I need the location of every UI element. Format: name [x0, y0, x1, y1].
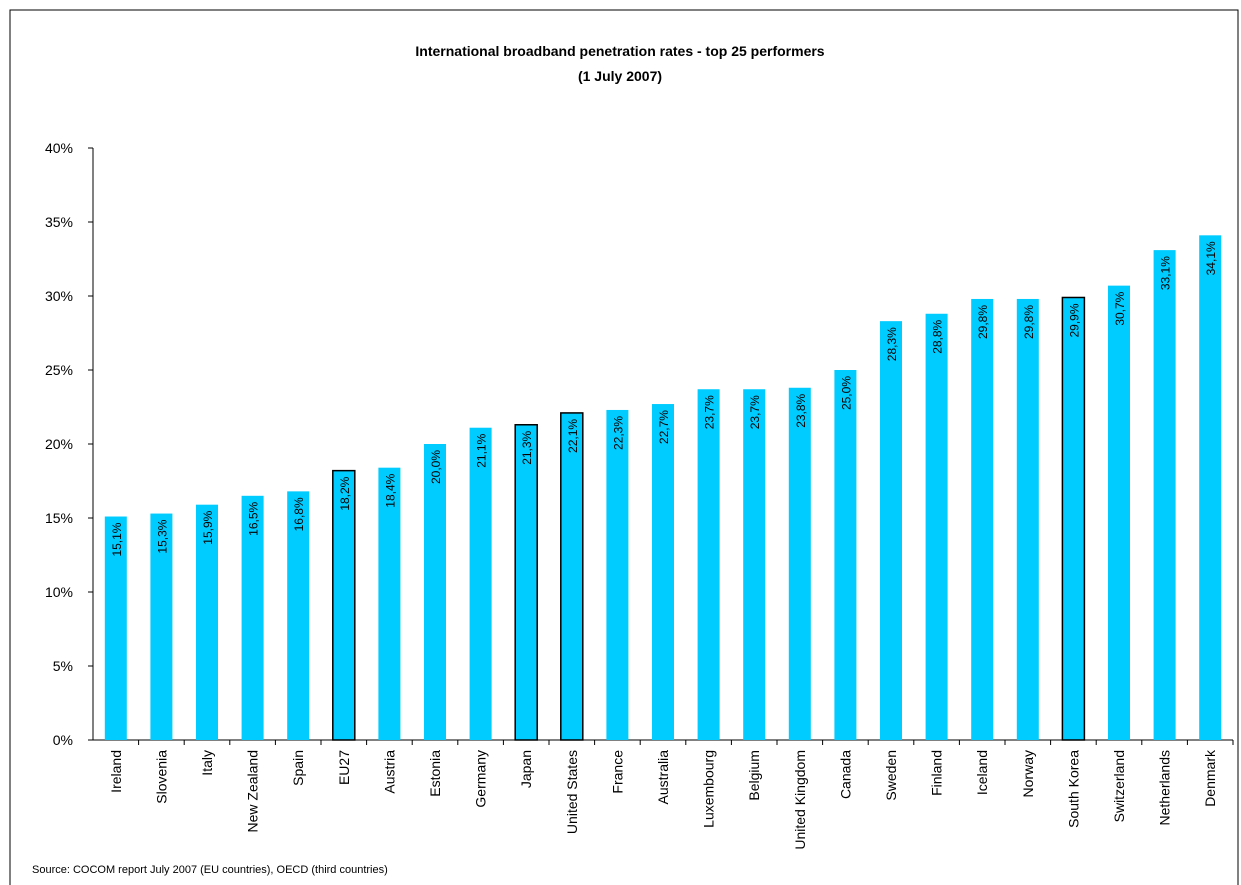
- value-label: 28,8%: [931, 319, 945, 353]
- x-tick-label: Australia: [655, 750, 671, 805]
- x-tick-label: Austria: [381, 750, 397, 794]
- x-tick-label: Estonia: [427, 750, 443, 797]
- value-label: 23,8%: [794, 393, 808, 427]
- x-tick-label: Spain: [290, 750, 306, 786]
- chart-border: [9, 9, 1239, 885]
- x-tick-label: Belgium: [746, 750, 762, 801]
- value-label: 28,3%: [885, 327, 899, 361]
- bar: [287, 491, 310, 740]
- bar: [971, 298, 994, 740]
- x-tick-label: South Korea: [1065, 750, 1081, 828]
- source-note: Source: COCOM report July 2007 (EU count…: [32, 864, 388, 876]
- x-tick-label: France: [609, 750, 625, 794]
- bar: [560, 412, 584, 741]
- x-tick-label: Italy: [199, 750, 215, 776]
- bar: [880, 321, 902, 740]
- chart-subtitle: (1 July 2007): [578, 68, 662, 84]
- bar: [424, 444, 446, 740]
- value-label: 15,3%: [155, 519, 169, 553]
- value-label: 29,8%: [976, 305, 990, 339]
- value-label: 16,5%: [247, 501, 261, 535]
- bar: [1108, 285, 1130, 740]
- bar: [241, 495, 264, 740]
- bar: [788, 387, 811, 740]
- x-tick-label: United States: [564, 750, 580, 834]
- bar: [1061, 296, 1086, 741]
- chart-title: International broadband penetration rate…: [415, 43, 824, 59]
- x-tick-label: Finland: [929, 750, 945, 796]
- x-tick-label: Ireland: [108, 750, 124, 793]
- bar: [606, 409, 629, 740]
- bar: [697, 389, 720, 740]
- y-tick-label: 30%: [45, 288, 73, 304]
- bar: [150, 513, 173, 740]
- x-tick-label: Luxembourg: [701, 750, 717, 828]
- value-label: 15,1%: [110, 522, 124, 556]
- bar: [743, 389, 766, 740]
- bar: [514, 424, 538, 741]
- bar: [1199, 235, 1222, 740]
- y-tick-label: 10%: [45, 584, 73, 600]
- value-label: 20,0%: [429, 450, 443, 484]
- value-label: 29,9%: [1067, 303, 1081, 337]
- value-label: 16,8%: [292, 497, 306, 531]
- value-label: 25,0%: [839, 376, 853, 410]
- bar: [652, 404, 674, 740]
- x-tick-label: Netherlands: [1157, 750, 1173, 826]
- bar: [1153, 250, 1176, 740]
- value-label: 23,7%: [703, 395, 717, 429]
- x-tick-label: Canada: [837, 750, 853, 799]
- value-label: 23,7%: [748, 395, 762, 429]
- bar: [104, 516, 127, 740]
- y-tick-label: 5%: [53, 658, 73, 674]
- x-tick-label: Sweden: [883, 750, 899, 801]
- value-label: 29,8%: [1022, 305, 1036, 339]
- bar: [196, 504, 218, 740]
- x-tick-label: Norway: [1020, 750, 1036, 797]
- x-tick-label: United Kingdom: [792, 750, 808, 850]
- y-tick-label: 35%: [45, 214, 73, 230]
- value-label: 22,3%: [611, 416, 625, 450]
- x-tick-label: Slovenia: [153, 750, 169, 804]
- value-label: 33,1%: [1159, 256, 1173, 290]
- value-label: 34,1%: [1204, 241, 1218, 275]
- y-tick-label: 25%: [45, 362, 73, 378]
- x-tick-label: New Zealand: [245, 750, 261, 833]
- bar: [469, 427, 492, 740]
- bar: [925, 313, 948, 740]
- x-tick-label: Germany: [473, 750, 489, 808]
- bar: [834, 370, 857, 740]
- x-tick-label: Switzerland: [1111, 750, 1127, 822]
- y-tick-label: 15%: [45, 510, 73, 526]
- y-tick-label: 0%: [53, 732, 73, 748]
- x-tick-label: EU27: [336, 750, 352, 785]
- value-label: 22,7%: [657, 410, 671, 444]
- value-label: 30,7%: [1113, 291, 1127, 325]
- value-label: 18,2%: [338, 476, 352, 510]
- bar: [1016, 298, 1039, 740]
- y-tick-label: 40%: [45, 140, 73, 156]
- value-label: 21,1%: [475, 433, 489, 467]
- x-tick-label: Denmark: [1202, 749, 1218, 807]
- value-label: 21,3%: [520, 430, 534, 464]
- x-tick-label: Iceland: [974, 750, 990, 795]
- value-label: 15,9%: [201, 510, 215, 544]
- bar: [332, 469, 356, 741]
- y-tick-label: 20%: [45, 436, 73, 452]
- bar: [378, 467, 401, 740]
- x-tick-label: Japan: [518, 750, 534, 788]
- value-label: 18,4%: [383, 473, 397, 507]
- value-label: 22,1%: [566, 419, 580, 453]
